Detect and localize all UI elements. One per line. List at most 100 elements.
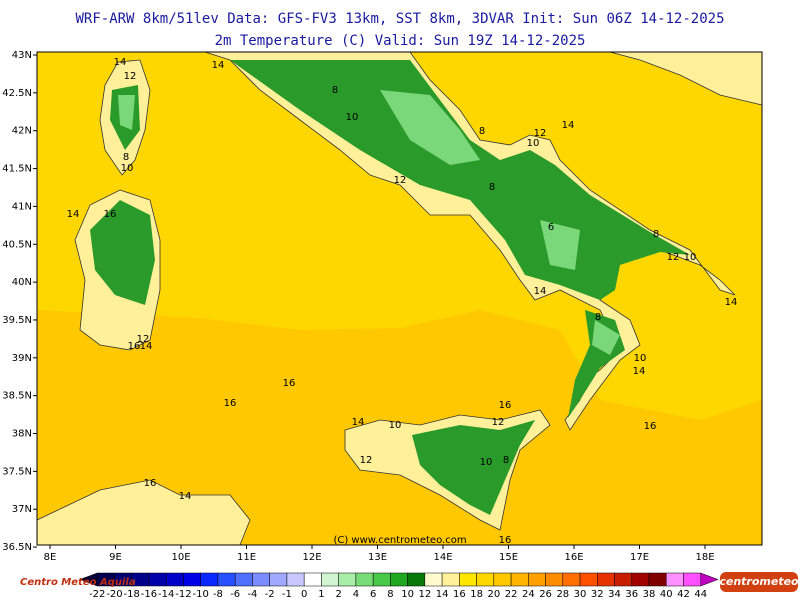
colorbar-label: 8 bbox=[387, 589, 393, 600]
contour-label: 10 bbox=[480, 457, 493, 468]
colorbar-box bbox=[441, 572, 460, 587]
contour-label: 14 bbox=[725, 297, 738, 308]
contour-label: 10 bbox=[389, 420, 402, 431]
colorbar-label: 36 bbox=[625, 589, 638, 600]
contour-label: 12 bbox=[394, 175, 407, 186]
lat-label: 37N bbox=[12, 504, 32, 515]
colorbar: -22 -20 -18 -16 -14 -12 -10 -8 -6 -4 -2 -1 0 1 2 4 6 8 10 1… bbox=[79, 572, 719, 600]
lat-label: 41N bbox=[12, 201, 32, 212]
contour-label: 12 bbox=[137, 334, 150, 345]
colorbar-box bbox=[200, 572, 219, 587]
lat-label: 40N bbox=[12, 277, 32, 288]
colorbar-box bbox=[510, 572, 529, 587]
colorbar-label: -4 bbox=[247, 589, 257, 600]
colorbar-label: 42 bbox=[677, 589, 690, 600]
contour-label: 8 bbox=[595, 312, 601, 323]
colorbar-box bbox=[390, 572, 408, 587]
contour-label: 16 bbox=[144, 478, 157, 489]
colorbar-label: -20 bbox=[106, 589, 122, 600]
contour-label: 10 bbox=[684, 252, 697, 263]
contour-label: 8 bbox=[653, 229, 659, 240]
colorbar-box bbox=[165, 572, 184, 587]
colorbar-box bbox=[476, 572, 495, 587]
abruzzo bbox=[380, 90, 480, 165]
colorbar-box bbox=[424, 572, 443, 587]
colorbar-box bbox=[148, 572, 167, 587]
basilicata bbox=[540, 220, 580, 270]
colorbar-box bbox=[407, 572, 426, 587]
colorbar-label: 4 bbox=[353, 589, 359, 600]
colorbar-box bbox=[372, 572, 391, 587]
lon-label: 9E bbox=[109, 552, 122, 563]
colorbar-label: 16 bbox=[453, 589, 466, 600]
colorbar-label: -2 bbox=[265, 589, 275, 600]
lon-label: 15E bbox=[499, 552, 518, 563]
lon-label: 16E bbox=[564, 552, 583, 563]
lon-axis: 8E 9E 10E 11E 12E 13E 14E 15E 16E 17E 18E bbox=[44, 545, 715, 563]
colorbar-box bbox=[683, 572, 702, 587]
contour-label: 14 bbox=[114, 57, 127, 68]
title: WRF-ARW 8km/51lev Data: GFS-FV3 13km, SS… bbox=[75, 11, 724, 27]
lon-label: 8E bbox=[44, 552, 57, 563]
lat-label: 36.5N bbox=[2, 542, 32, 553]
copyright: (C) www.centrometeo.com bbox=[333, 535, 466, 546]
lat-label: 40.5N bbox=[2, 239, 32, 250]
logo-left: Centro Meteo Aquila bbox=[20, 577, 136, 588]
contour-label: 12 bbox=[492, 417, 505, 428]
contour-label: 12 bbox=[360, 455, 373, 466]
contour-label: 12 bbox=[124, 71, 137, 82]
contour-label: 14 bbox=[179, 491, 192, 502]
contour-label: 14 bbox=[67, 209, 80, 220]
colorbar-label: -1 bbox=[282, 589, 292, 600]
lat-label: 39.5N bbox=[2, 315, 32, 326]
contour-label: 8 bbox=[123, 152, 129, 163]
colorbar-label: -12 bbox=[175, 589, 191, 600]
colorbar-label: 26 bbox=[539, 589, 552, 600]
colorbar-label: -14 bbox=[158, 589, 174, 600]
colorbar-box bbox=[597, 572, 615, 587]
lat-label: 39N bbox=[12, 353, 32, 364]
colorbar-label: 24 bbox=[522, 589, 535, 600]
colorbar-box bbox=[493, 572, 512, 587]
contour-label: 8 bbox=[479, 126, 485, 137]
lat-label: 41.5N bbox=[2, 164, 32, 175]
colorbar-label: 10 bbox=[401, 589, 414, 600]
colorbar-box bbox=[234, 572, 253, 587]
colorbar-label: 2 bbox=[335, 589, 341, 600]
contour-label: 8 bbox=[332, 85, 338, 96]
contour-label: 14 bbox=[352, 417, 365, 428]
colorbar-label: 6 bbox=[370, 589, 376, 600]
contour-label: 14 bbox=[633, 366, 646, 377]
contour-label: 10 bbox=[634, 353, 647, 364]
colorbar-label: -16 bbox=[141, 589, 157, 600]
colorbar-box bbox=[648, 572, 667, 587]
corsica-peak bbox=[118, 95, 135, 130]
contour-label: 14 bbox=[562, 120, 575, 131]
contour-label: 16 bbox=[128, 341, 141, 352]
map-frame bbox=[36, 51, 763, 546]
colorbar-label: 34 bbox=[608, 589, 621, 600]
lat-label: 42.5N bbox=[2, 88, 32, 99]
colorbar-box bbox=[528, 572, 546, 587]
contour-label: 12 bbox=[534, 128, 547, 139]
lat-label: 38N bbox=[12, 429, 32, 440]
colorbar-box bbox=[183, 572, 201, 587]
colorbar-box bbox=[545, 572, 564, 587]
lon-label: 18E bbox=[695, 552, 714, 563]
contour-label: 10 bbox=[346, 112, 359, 123]
colorbar-box bbox=[338, 572, 357, 587]
colorbar-label: 40 bbox=[660, 589, 673, 600]
colorbar-box bbox=[562, 572, 581, 587]
lat-axis: 43N 42.5N 42N 41.5N 41N 40.5N 40N 39.5N 39N 38.5N… bbox=[2, 50, 37, 553]
colorbar-box bbox=[355, 572, 374, 587]
contour-label: 16 bbox=[499, 535, 512, 546]
lat-label: 42N bbox=[12, 126, 32, 137]
colorbar-label: -6 bbox=[230, 589, 240, 600]
sardinia-green bbox=[90, 200, 155, 305]
colorbar-label: 14 bbox=[436, 589, 449, 600]
logo-right-bg bbox=[720, 572, 798, 592]
contour-label: 8 bbox=[503, 455, 509, 466]
colorbar-label: 18 bbox=[470, 589, 483, 600]
